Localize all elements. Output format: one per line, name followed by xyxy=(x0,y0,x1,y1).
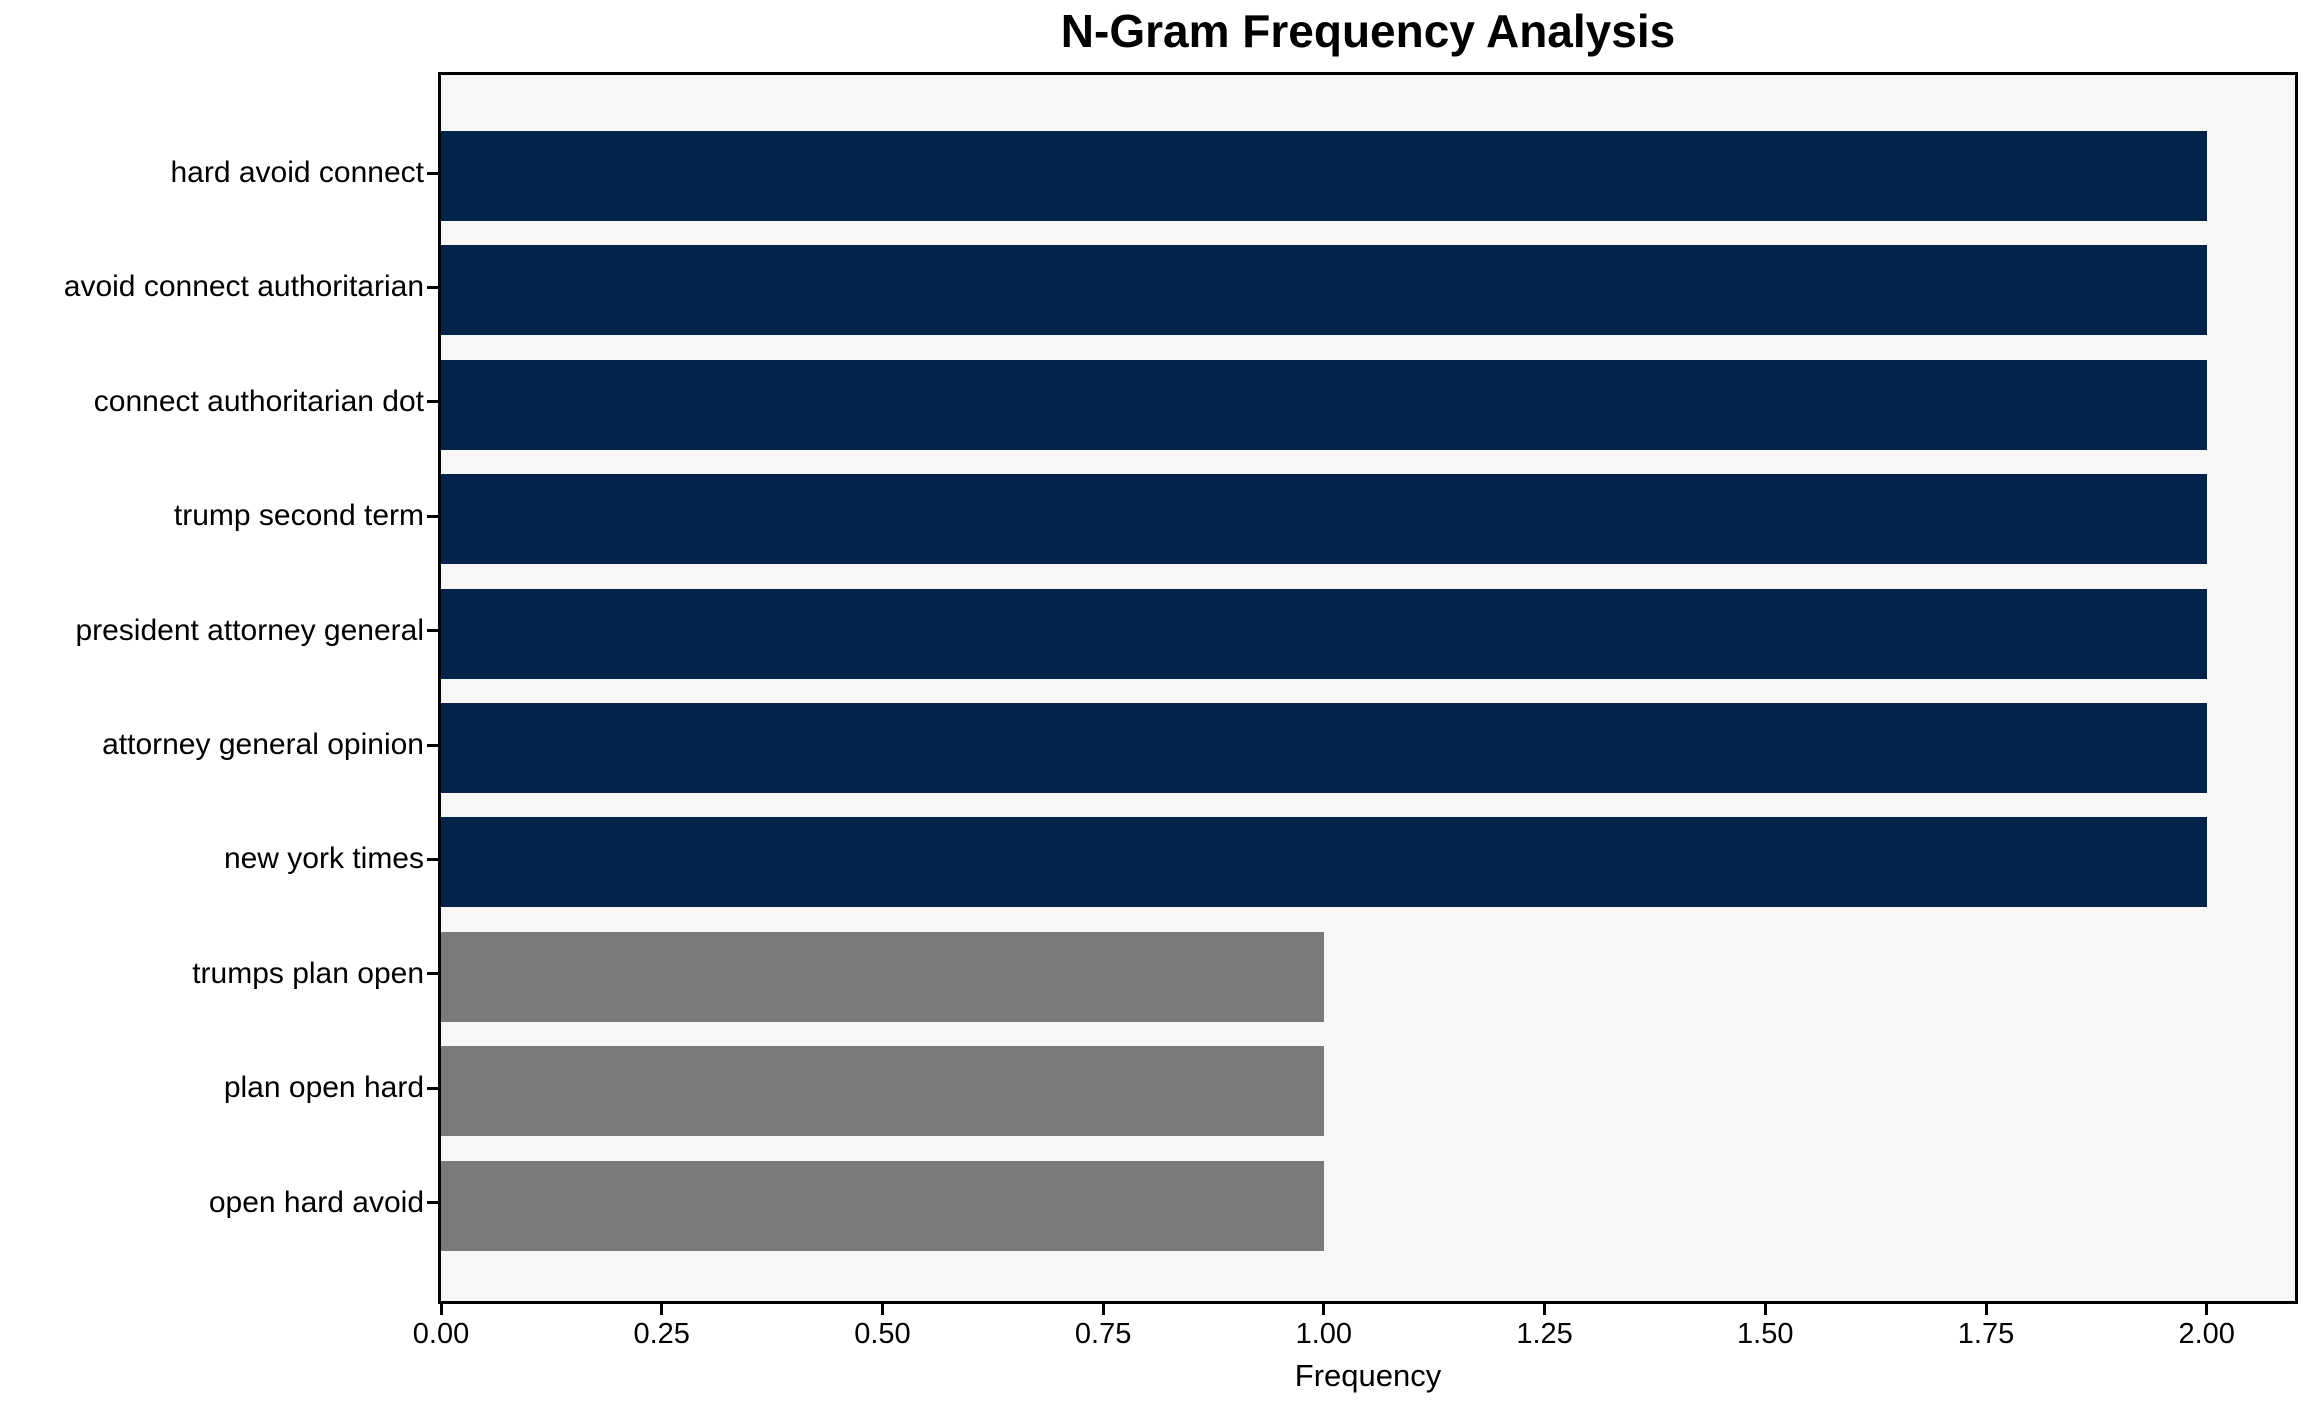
bar xyxy=(441,131,2207,221)
bar xyxy=(441,1160,1324,1251)
x-tick-mark xyxy=(2205,1304,2209,1315)
bar xyxy=(441,817,2207,908)
y-tick-label: connect authoritarian dot xyxy=(93,384,424,418)
bar xyxy=(441,245,2207,336)
y-tick-label: plan open hard xyxy=(223,1071,424,1105)
y-tick-mark xyxy=(427,629,439,633)
x-tick-label: 0.50 xyxy=(854,1318,911,1350)
bar xyxy=(441,1046,1324,1137)
x-tick-mark xyxy=(1984,1304,1988,1315)
chart-title: N-Gram Frequency Analysis xyxy=(1060,5,1676,57)
x-tick-mark xyxy=(880,1304,884,1315)
y-tick-label: trump second term xyxy=(173,499,424,533)
y-tick-mark xyxy=(427,1086,439,1090)
x-tick-label: 1.00 xyxy=(1295,1318,1353,1350)
x-tick-label: 2.00 xyxy=(2178,1318,2235,1350)
y-tick-mark xyxy=(427,514,439,518)
x-tick-mark xyxy=(1322,1304,1326,1315)
bar xyxy=(441,703,2207,793)
bar xyxy=(441,474,2207,565)
y-tick-mark xyxy=(427,1201,439,1205)
y-tick-label: attorney general opinion xyxy=(102,728,424,761)
x-tick-mark xyxy=(1101,1304,1105,1315)
bars-container xyxy=(441,75,2295,1301)
y-tick-label: trumps plan open xyxy=(192,956,424,990)
y-axis: hard avoid connect avoid connect authorit… xyxy=(0,0,424,1414)
y-tick-mark xyxy=(427,285,439,289)
x-tick-label: 0.00 xyxy=(412,1318,470,1350)
y-tick-mark xyxy=(427,743,439,747)
x-tick-label: 1.50 xyxy=(1737,1318,1794,1350)
x-tick-label: 1.75 xyxy=(1957,1318,2015,1350)
y-tick-label: hard avoid connect xyxy=(170,156,424,189)
y-tick-label: new york times xyxy=(223,842,424,876)
x-tick-label: 0.25 xyxy=(633,1318,690,1350)
x-tick-label: 1.25 xyxy=(1516,1318,1573,1350)
y-tick-label: open hard avoid xyxy=(208,1185,424,1219)
y-tick-mark xyxy=(427,400,439,404)
bar xyxy=(441,931,1324,1022)
y-tick-mark xyxy=(427,972,439,976)
bar xyxy=(441,588,2207,679)
x-tick-mark xyxy=(1543,1304,1547,1315)
x-tick-label: 0.75 xyxy=(1074,1318,1132,1350)
y-tick-label: avoid connect authoritarian xyxy=(63,270,424,304)
x-axis-label: Frequency xyxy=(1294,1358,1442,1393)
x-tick-mark xyxy=(660,1304,664,1315)
bar xyxy=(441,359,2207,450)
y-tick-mark xyxy=(427,171,439,175)
y-tick-label: president attorney general xyxy=(75,613,424,647)
y-tick-mark xyxy=(427,857,439,861)
x-tick-mark xyxy=(439,1304,443,1315)
plot-area xyxy=(438,72,2298,1304)
x-tick-mark xyxy=(1763,1304,1767,1315)
